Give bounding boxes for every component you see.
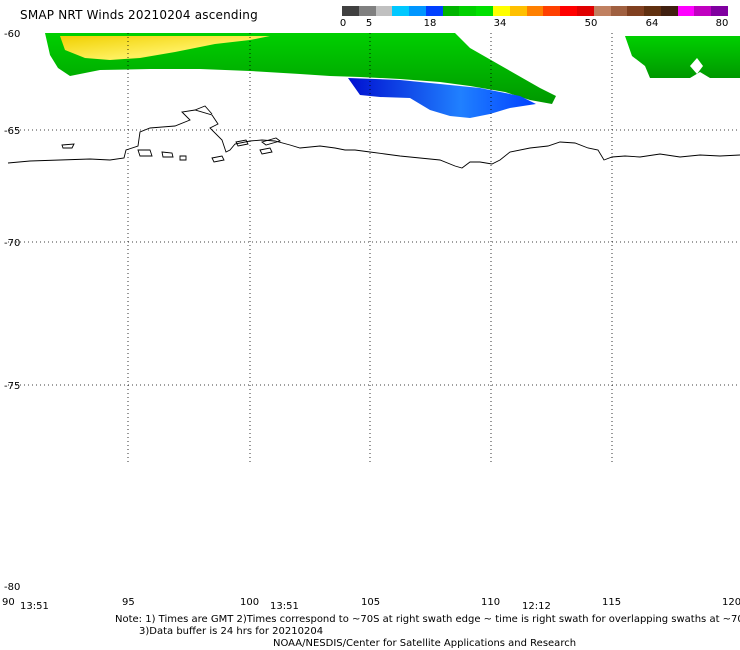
colorbar-label: 0 (339, 18, 347, 29)
colorbar-segment (459, 6, 477, 16)
lon-label: 90 (2, 597, 15, 608)
colorbar-segment (392, 6, 410, 16)
colorbar-segment (627, 6, 645, 16)
colorbar-segment (694, 6, 712, 16)
colorbar-segment (375, 6, 393, 16)
lon-label: 100 (240, 597, 259, 608)
wind-swath-blue (348, 78, 536, 118)
credit-line: NOAA/NESDIS/Center for Satellite Applica… (273, 638, 577, 649)
lon-label: 115 (602, 597, 621, 608)
colorbar-segment (711, 6, 728, 16)
lon-label: 120 (722, 597, 740, 608)
lon-label: 95 (122, 597, 135, 608)
wind-swath-gap (690, 58, 703, 74)
graticule (8, 33, 740, 465)
colorbar-segment (342, 6, 359, 16)
colorbar-segment (644, 6, 661, 16)
colorbar-segment (543, 6, 561, 16)
lat-label: -75 (4, 381, 20, 392)
colorbar-segment (576, 6, 594, 16)
colorbar-segment (677, 6, 695, 16)
swath-time: 13:51 (270, 601, 299, 612)
footer-notes: Note: 1) Times are GMT 2)Times correspon… (0, 614, 740, 650)
colorbar-segment (660, 6, 678, 16)
coastline (7, 105, 740, 169)
colorbar-label: 18 (423, 18, 437, 29)
colorbar-segment (476, 6, 494, 16)
lon-label: 105 (361, 597, 380, 608)
lat-label: -70 (4, 238, 20, 249)
colorbar-label: 50 (584, 18, 598, 29)
lat-label: -60 (4, 29, 20, 40)
swath-time: 13:51 (20, 601, 49, 612)
colorbar-segment (593, 6, 611, 16)
colorbar-segment (425, 6, 443, 16)
colorbar-label: 64 (645, 18, 659, 29)
colorbar-label: 80 (715, 18, 729, 29)
colorbar-segment (493, 6, 510, 16)
colorbar-segment (358, 6, 376, 16)
colorbar-labels: 0 5 18 34 50 64 80 (0, 18, 740, 32)
wind-swath-right (625, 36, 740, 78)
lat-label: -80 (4, 582, 20, 593)
wind-speed-colorbar (342, 6, 728, 16)
wind-swath-yellow (60, 36, 270, 60)
lat-label: -65 (4, 126, 20, 137)
colorbar-segment (526, 6, 544, 16)
lon-label: 110 (481, 597, 500, 608)
colorbar-segment (509, 6, 527, 16)
note-line: 3)Data buffer is 24 hrs for 20210204 (139, 626, 324, 637)
colorbar-segment (610, 6, 628, 16)
colorbar-label: 34 (493, 18, 507, 29)
swath-time: 12:12 (522, 601, 551, 612)
colorbar-segment (560, 6, 577, 16)
colorbar-label: 5 (365, 18, 373, 29)
colorbar-segment (409, 6, 426, 16)
map-title: SMAP NRT Winds 20210204 ascending (20, 8, 258, 22)
colorbar-segment (442, 6, 460, 16)
note-line: Note: 1) Times are GMT 2)Times correspon… (115, 614, 740, 625)
